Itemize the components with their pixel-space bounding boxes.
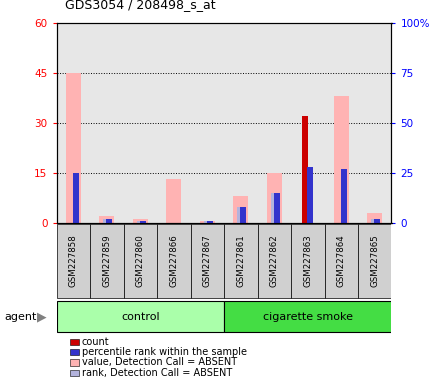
Bar bbox=[233, 196, 248, 223]
Text: GSM227859: GSM227859 bbox=[102, 235, 111, 288]
Bar bbox=[301, 116, 307, 223]
Bar bbox=[190, 224, 224, 298]
Bar bbox=[66, 73, 81, 223]
Bar bbox=[106, 219, 112, 223]
Bar bbox=[257, 23, 290, 223]
Bar bbox=[270, 193, 277, 223]
Bar bbox=[103, 219, 110, 223]
Bar bbox=[224, 224, 257, 298]
Text: control: control bbox=[121, 312, 159, 322]
Bar bbox=[123, 224, 157, 298]
Text: GSM227865: GSM227865 bbox=[369, 235, 378, 288]
Bar bbox=[340, 169, 346, 223]
Bar bbox=[240, 207, 246, 223]
Bar bbox=[56, 224, 90, 298]
Text: GSM227866: GSM227866 bbox=[169, 235, 178, 288]
Text: value, Detection Call = ABSENT: value, Detection Call = ABSENT bbox=[82, 358, 237, 367]
Bar bbox=[90, 23, 123, 223]
Text: GSM227867: GSM227867 bbox=[202, 235, 211, 288]
Text: GSM227864: GSM227864 bbox=[336, 235, 345, 288]
Bar bbox=[90, 224, 123, 298]
Bar bbox=[366, 213, 381, 223]
Text: GSM227861: GSM227861 bbox=[236, 235, 245, 288]
Bar bbox=[207, 221, 213, 223]
Text: percentile rank within the sample: percentile rank within the sample bbox=[82, 347, 246, 357]
Text: cigarette smoke: cigarette smoke bbox=[262, 312, 352, 322]
Bar bbox=[132, 219, 148, 223]
Bar bbox=[273, 193, 279, 223]
Bar bbox=[266, 173, 281, 223]
Bar bbox=[203, 221, 210, 223]
Bar bbox=[73, 173, 79, 223]
Text: GSM227862: GSM227862 bbox=[269, 235, 278, 288]
Text: agent: agent bbox=[4, 312, 36, 322]
Bar bbox=[333, 96, 348, 223]
Bar bbox=[307, 167, 313, 223]
Bar bbox=[56, 301, 224, 332]
Bar bbox=[157, 224, 190, 298]
Bar bbox=[136, 221, 144, 223]
Bar bbox=[157, 23, 190, 223]
Bar bbox=[123, 23, 157, 223]
Bar bbox=[199, 221, 214, 223]
Text: GSM227860: GSM227860 bbox=[135, 235, 145, 288]
Text: GSM227858: GSM227858 bbox=[69, 235, 78, 288]
Bar bbox=[190, 23, 224, 223]
Bar bbox=[56, 23, 90, 223]
Bar bbox=[370, 219, 378, 223]
Text: count: count bbox=[82, 337, 109, 347]
Bar bbox=[357, 224, 391, 298]
Bar bbox=[324, 224, 357, 298]
Bar bbox=[257, 224, 290, 298]
Bar bbox=[166, 179, 181, 223]
Text: GSM227863: GSM227863 bbox=[302, 235, 312, 288]
Bar bbox=[99, 216, 114, 223]
Bar bbox=[290, 23, 324, 223]
Bar bbox=[237, 207, 244, 223]
Bar bbox=[224, 301, 391, 332]
Bar bbox=[140, 221, 146, 223]
Text: ▶: ▶ bbox=[37, 310, 46, 323]
Bar bbox=[290, 224, 324, 298]
Text: rank, Detection Call = ABSENT: rank, Detection Call = ABSENT bbox=[82, 368, 231, 378]
Bar bbox=[324, 23, 357, 223]
Bar bbox=[224, 23, 257, 223]
Text: GDS3054 / 208498_s_at: GDS3054 / 208498_s_at bbox=[65, 0, 215, 12]
Bar bbox=[374, 219, 380, 223]
Bar bbox=[357, 23, 391, 223]
